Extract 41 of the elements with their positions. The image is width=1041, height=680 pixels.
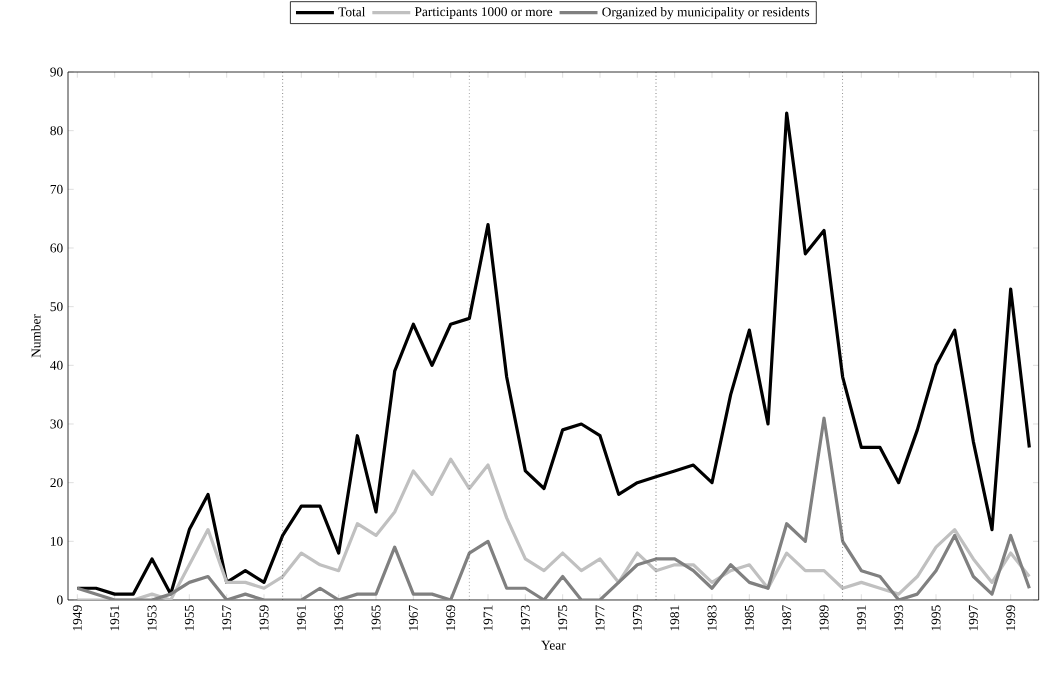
x-tick-label: 1993 — [894, 605, 904, 631]
x-tick-label: 1989 — [819, 605, 829, 631]
legend-label: Organized by municipality or residents — [602, 7, 810, 20]
x-tick-label: 1957 — [222, 605, 232, 631]
x-tick-label: 1983 — [707, 605, 717, 631]
x-tick-label: 1997 — [968, 605, 978, 631]
x-tick-label: 1951 — [110, 605, 120, 631]
x-tick-label: 1985 — [744, 605, 754, 631]
y-tick-label: 20 — [50, 478, 63, 488]
x-axis-title: Year — [541, 640, 566, 650]
y-axis-title: Number — [31, 314, 41, 358]
x-tick-label: 1995 — [931, 605, 941, 631]
x-tick-label: 1949 — [72, 605, 82, 631]
x-tick-label: 1971 — [483, 605, 493, 631]
x-tick-label: 1981 — [670, 605, 680, 631]
y-tick-label: 90 — [50, 67, 63, 77]
y-tick-label: 0 — [57, 595, 63, 605]
x-tick-label: 1991 — [856, 605, 866, 631]
x-tick-label: 1975 — [558, 605, 568, 631]
x-tick-label: 1959 — [259, 605, 269, 631]
y-tick-label: 10 — [51, 536, 63, 546]
y-tick-label: 60 — [50, 243, 63, 253]
x-tick-label: 1969 — [446, 605, 456, 631]
y-tick-label: 40 — [50, 360, 63, 370]
legend-label: Participants 1000 or more — [414, 7, 553, 19]
y-tick-label: 70 — [50, 184, 63, 194]
x-tick-label: 1987 — [782, 605, 792, 631]
y-tick-label: 50 — [50, 302, 63, 312]
x-tick-label: 1965 — [371, 605, 381, 631]
x-tick-label: 1977 — [595, 605, 605, 631]
x-tick-label: 1973 — [520, 605, 530, 631]
x-tick-label: 1963 — [334, 605, 344, 631]
legend-label: Total — [338, 7, 366, 17]
x-tick-label: 1999 — [1006, 605, 1016, 631]
x-tick-label: 1967 — [408, 605, 418, 631]
x-tick-label: 1961 — [296, 605, 306, 631]
x-tick-label: 1979 — [632, 605, 642, 631]
x-tick-label: 1955 — [184, 605, 194, 631]
y-tick-label: 80 — [50, 126, 63, 136]
y-tick-label: 30 — [50, 419, 63, 429]
x-tick-label: 1953 — [147, 605, 157, 631]
